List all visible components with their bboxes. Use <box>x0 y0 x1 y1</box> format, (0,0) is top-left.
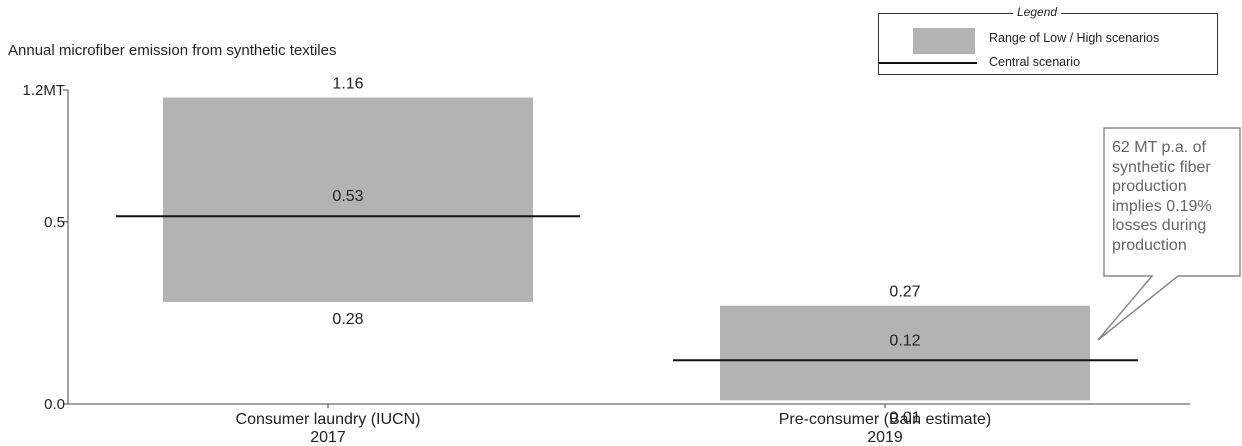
range-bar <box>720 305 1090 401</box>
y-tick-label: 1.2MT <box>22 82 65 99</box>
callout <box>1097 127 1241 341</box>
range-bar <box>163 97 533 303</box>
range-bars <box>116 97 1138 401</box>
callout-line: 62 MT p.a. of <box>1112 139 1206 156</box>
callout-line: synthetic fiber <box>1112 158 1211 176</box>
callout-line: production <box>1112 236 1187 254</box>
callout-text: 62 MT p.a. of synthetic fiber production… <box>1112 138 1236 255</box>
legend-range-label: Range of Low / High scenarios <box>989 31 1160 45</box>
y-tick-label: 0.0 <box>44 396 65 413</box>
central-value-label: 0.12 <box>889 332 920 349</box>
legend: Legend Range of Low / High scenarios Cen… <box>878 5 1218 75</box>
callout-box <box>1097 127 1241 341</box>
category-label: Consumer laundry (IUCN) <box>236 411 421 428</box>
data-labels: 1.16 0.53 0.28 Consumer laundry (IUCN)2017 0… <box>236 76 992 446</box>
legend-range-swatch <box>913 28 975 54</box>
category-label: Pre-consumer (Bain estimate) <box>779 411 992 428</box>
legend-title: Legend <box>1013 5 1062 19</box>
callout-line: implies 0.19% <box>1112 197 1212 215</box>
y-tick-label: 0.5 <box>44 214 65 231</box>
callout-line: production <box>1112 178 1187 195</box>
callout-line: losses during <box>1112 217 1207 234</box>
category-year-label: 2019 <box>867 429 903 446</box>
low-value-label: 0.01 <box>889 409 920 426</box>
chart-title: Annual microfiber emission from syntheti… <box>8 42 337 59</box>
high-value-label: 0.27 <box>889 284 920 301</box>
category-year-label: 2017 <box>310 429 346 446</box>
legend-central-line <box>879 62 977 64</box>
legend-central-label: Central scenario <box>989 55 1081 69</box>
axes: 1.2MT 0.5 0.0 <box>22 82 1190 413</box>
low-value-label: 0.28 <box>332 311 363 328</box>
high-value-label: 1.16 <box>332 76 363 93</box>
central-value-label: 0.53 <box>332 188 363 205</box>
